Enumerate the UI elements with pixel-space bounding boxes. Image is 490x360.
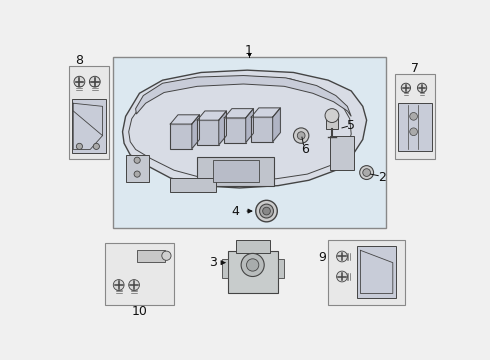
Circle shape — [113, 280, 124, 291]
Text: 7: 7 — [411, 62, 419, 75]
Circle shape — [410, 128, 417, 136]
Polygon shape — [197, 111, 226, 120]
Circle shape — [76, 143, 82, 149]
Polygon shape — [219, 111, 226, 145]
Polygon shape — [122, 70, 367, 188]
Bar — [113, 57, 386, 228]
Bar — [197, 120, 219, 145]
Text: 10: 10 — [131, 305, 147, 318]
Bar — [278, 259, 284, 278]
Bar — [398, 103, 432, 151]
Bar — [105, 243, 174, 305]
Bar — [251, 117, 273, 142]
Circle shape — [162, 251, 171, 260]
Circle shape — [363, 169, 370, 176]
Circle shape — [263, 207, 270, 215]
Circle shape — [294, 128, 309, 143]
Text: 6: 6 — [301, 143, 309, 156]
Circle shape — [260, 204, 273, 218]
Bar — [328, 239, 405, 305]
Polygon shape — [136, 76, 351, 116]
Polygon shape — [224, 109, 253, 118]
Bar — [171, 124, 192, 149]
Circle shape — [241, 253, 264, 276]
Circle shape — [93, 143, 99, 149]
Text: 8: 8 — [75, 54, 83, 67]
Circle shape — [417, 83, 427, 93]
Circle shape — [410, 112, 417, 120]
Circle shape — [297, 132, 305, 139]
Bar — [228, 251, 278, 293]
Bar — [137, 249, 165, 262]
Text: 1: 1 — [245, 44, 253, 57]
Bar — [326, 116, 338, 130]
Circle shape — [129, 280, 140, 291]
Polygon shape — [251, 108, 280, 117]
Bar — [224, 118, 245, 143]
Circle shape — [401, 83, 411, 93]
Circle shape — [325, 109, 339, 122]
Bar — [69, 66, 109, 159]
Circle shape — [337, 251, 347, 262]
Text: 3: 3 — [209, 256, 217, 269]
Bar — [197, 157, 274, 186]
Text: 9: 9 — [318, 251, 326, 264]
Text: 4: 4 — [232, 204, 240, 217]
Circle shape — [246, 259, 259, 271]
Text: 5: 5 — [347, 119, 355, 132]
Bar — [236, 240, 270, 253]
Bar — [330, 136, 354, 170]
Circle shape — [360, 166, 373, 180]
Circle shape — [256, 200, 277, 222]
Circle shape — [134, 171, 140, 177]
Bar — [395, 74, 435, 159]
Bar — [222, 259, 228, 278]
Text: 2: 2 — [378, 171, 386, 184]
Polygon shape — [273, 108, 280, 142]
Circle shape — [134, 157, 140, 163]
Circle shape — [74, 76, 85, 87]
Bar — [72, 99, 105, 153]
Polygon shape — [171, 115, 199, 124]
Polygon shape — [192, 115, 199, 149]
Circle shape — [89, 76, 100, 87]
Bar — [357, 246, 396, 298]
Bar — [125, 155, 149, 182]
Circle shape — [337, 271, 347, 282]
Bar — [171, 178, 217, 192]
Polygon shape — [245, 109, 253, 143]
Bar — [213, 160, 259, 182]
